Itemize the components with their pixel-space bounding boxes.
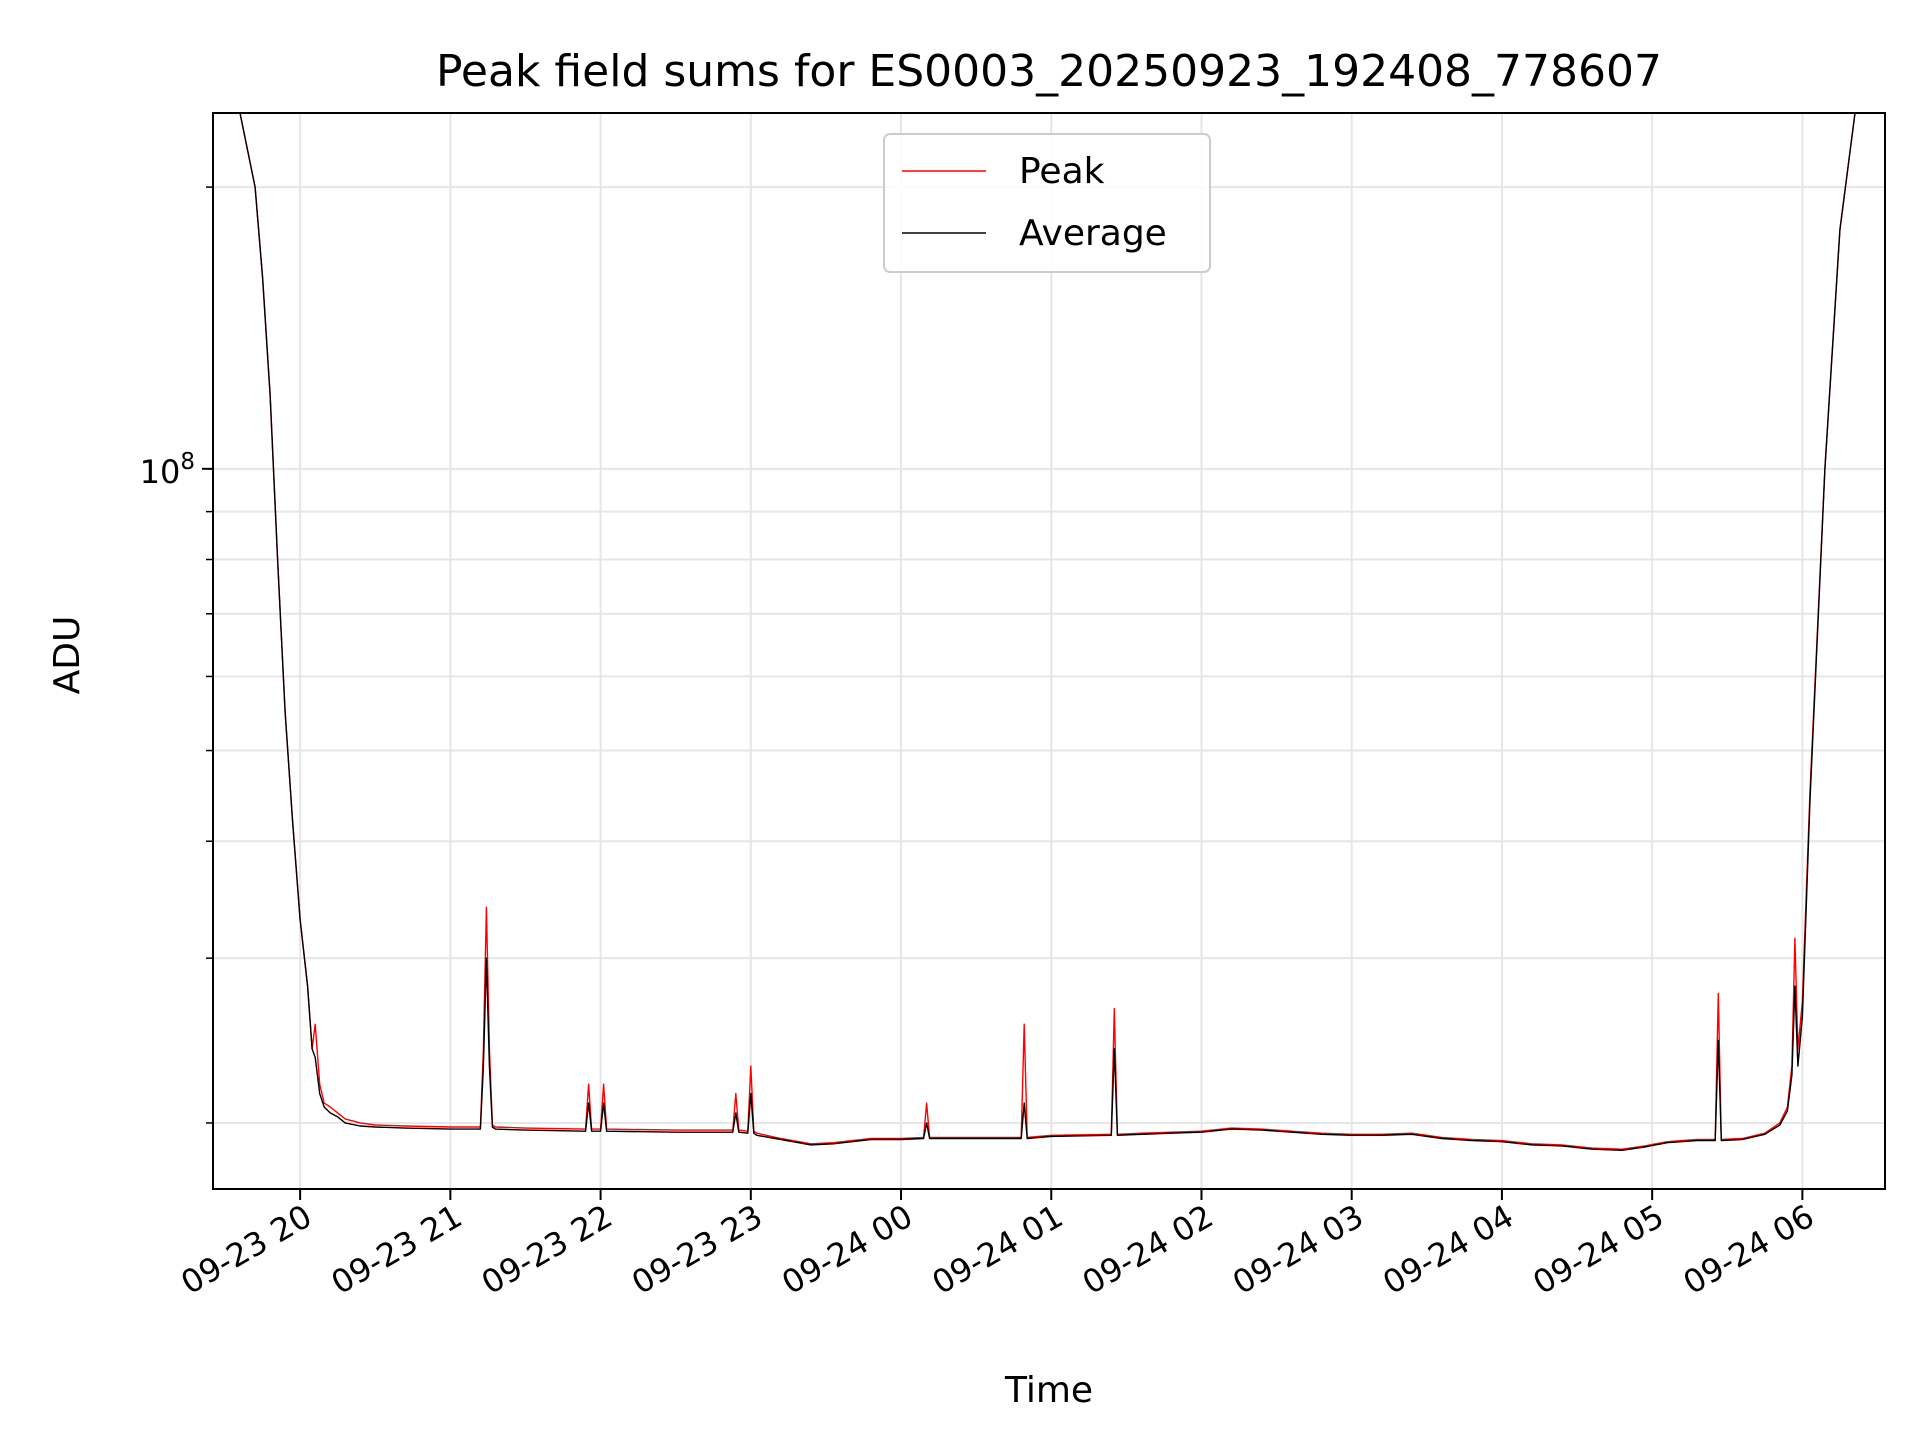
series-layer (239, 113, 1856, 1152)
plot-frame (212, 112, 1886, 1190)
series-average-line (239, 113, 1856, 1152)
legend: Peak Average (883, 133, 1211, 273)
series-peak-line (239, 113, 1856, 1150)
y-axis-label: ADU (47, 616, 88, 695)
legend-label-peak: Peak (1019, 151, 1105, 192)
x-axis-label: Time (1004, 1370, 1093, 1411)
y-tick-label: 108 (140, 449, 195, 491)
legend-box (883, 133, 1211, 273)
chart-title: Peak field sums for ES0003_20250923_1924… (436, 46, 1662, 97)
legend-label-average: Average (1019, 213, 1167, 254)
